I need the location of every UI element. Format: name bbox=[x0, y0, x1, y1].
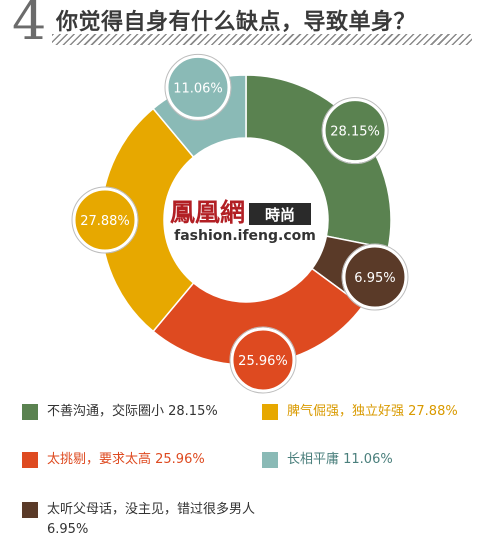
logo-url: fashion.ifeng.com bbox=[174, 228, 316, 244]
legend-swatch-2 bbox=[22, 452, 38, 468]
legend-item-0: 不善沟通，交际圈小 28.15% bbox=[22, 402, 252, 422]
center-logo: 鳳凰網 時尚 fashion.ifeng.com bbox=[170, 198, 316, 244]
value-bubble-1 bbox=[342, 244, 408, 310]
logo-tag: 時尚 bbox=[265, 206, 295, 224]
value-bubble-2 bbox=[230, 327, 296, 393]
value-bubble-3 bbox=[72, 187, 138, 253]
legend-label-4: 太听父母话，没主见，错过很多男人6.95% bbox=[47, 502, 256, 537]
value-bubble-4 bbox=[165, 54, 231, 120]
legend-swatch-0 bbox=[22, 404, 38, 420]
value-label-0: 28.15% bbox=[330, 125, 380, 140]
slice-2 bbox=[152, 267, 364, 366]
value-bubble-ring-4 bbox=[164, 53, 232, 121]
legend-swatch-3 bbox=[262, 452, 278, 468]
value-bubble-ring-1 bbox=[341, 243, 409, 311]
legend-swatch-1 bbox=[262, 404, 278, 420]
legend-label-1: 脾气倔强，独立好强 27.88% bbox=[287, 404, 458, 419]
legend-item-4: 太听父母话，没主见，错过很多男人6.95% bbox=[22, 500, 262, 540]
value-label-1: 6.95% bbox=[354, 271, 395, 286]
legend-label-0: 不善沟通，交际圈小 28.15% bbox=[47, 404, 218, 419]
legend-item-2: 太挑剔，要求太高 25.96% bbox=[22, 450, 252, 470]
value-bubble-ring-0 bbox=[321, 97, 389, 165]
labels-group: 28.15% 6.95% 25.96% 27.88% 11.06% bbox=[71, 53, 409, 394]
slice-0 bbox=[245, 74, 392, 250]
question-number: 4 bbox=[12, 0, 47, 52]
value-bubble-0 bbox=[322, 98, 388, 164]
value-bubble-ring-2 bbox=[229, 326, 297, 394]
hatch-divider bbox=[52, 34, 472, 45]
value-label-2: 25.96% bbox=[238, 354, 288, 369]
legend-swatch-4 bbox=[22, 502, 38, 518]
legend-label-3: 长相平庸 11.06% bbox=[287, 452, 393, 467]
legend-item-3: 长相平庸 11.06% bbox=[262, 450, 477, 470]
value-label-3: 27.88% bbox=[80, 214, 130, 229]
legend-label-2: 太挑剔，要求太高 25.96% bbox=[47, 452, 205, 467]
logo-chinese: 鳳凰網 bbox=[170, 198, 245, 227]
legend-item-1: 脾气倔强，独立好强 27.88% bbox=[262, 402, 477, 422]
value-bubble-ring-3 bbox=[71, 186, 139, 254]
logo-tag-box bbox=[249, 203, 311, 225]
slice-3 bbox=[100, 107, 195, 333]
value-label-4: 11.06% bbox=[173, 81, 223, 96]
question-title: 你觉得自身有什么缺点，导致单身？ bbox=[56, 10, 417, 35]
